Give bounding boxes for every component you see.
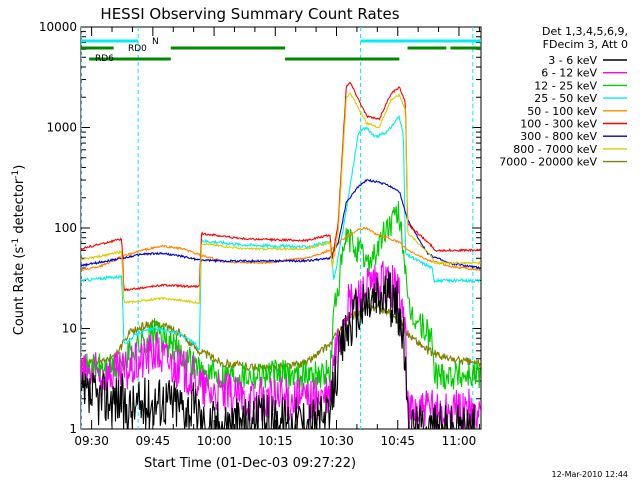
x-tick-label: 10:30 <box>319 434 354 448</box>
legend-label: 800 - 7000 keV <box>513 143 597 156</box>
chart-title: HESSI Observing Summary Count Rates <box>100 5 399 23</box>
status-bar-green_top <box>407 46 447 50</box>
y-tick-label: 1000 <box>46 121 77 135</box>
legend-header: FDecim 3, Att 0 <box>543 38 628 51</box>
n-label: N <box>152 37 159 47</box>
status-bar-green_top <box>81 46 114 50</box>
y-tick-label: 1 <box>69 422 77 436</box>
series-line-4 <box>81 81 481 292</box>
legend-label: 50 - 100 keV <box>527 105 597 118</box>
series-line-20 <box>81 92 481 305</box>
legend-label: 6 - 12 keV <box>541 67 597 80</box>
status-bar-green_top <box>450 46 481 50</box>
x-tick-label: 11:00 <box>442 434 477 448</box>
rd0-label: RD0 <box>128 44 147 54</box>
status-bar-cyan <box>81 39 139 43</box>
plot-frame <box>80 26 482 430</box>
legend-label: 12 - 25 keV <box>534 79 597 92</box>
legend-label: 3 - 6 keV <box>548 54 597 67</box>
series-line-0 <box>81 271 481 429</box>
x-tick-label: 09:30 <box>74 434 109 448</box>
plot-area: 1 10 100 1000 10000 09:30 09:45 10:00 10:15 10:30… <box>39 20 482 448</box>
series-group <box>81 27 481 429</box>
legend-label: 7000 - 20000 keV <box>499 156 597 169</box>
x-tick-label: 10:15 <box>258 434 293 448</box>
series-line-5 <box>81 178 481 270</box>
legend: Det 1,3,4,5,6,9,FDecim 3, Att 0 3 - 6 keV… <box>499 25 628 169</box>
status-bar-cyan <box>360 39 481 43</box>
rd6-label: RD6 <box>95 54 114 64</box>
corner-date: 12-Mar-2010 12:44 <box>552 470 629 479</box>
svg-text:Count Rate (s-1 detector-1): Count Rate (s-1 detector-1) <box>11 165 27 336</box>
legend-label: 25 - 50 keV <box>534 92 597 105</box>
x-tick-label: 09:45 <box>136 434 171 448</box>
legend-header: Det 1,3,4,5,6,9, <box>542 25 628 38</box>
y-tick-label: 10 <box>62 322 77 336</box>
x-axis-label: Start Time (01-Dec-03 09:27:22) <box>144 456 356 471</box>
status-bar-green_top <box>170 46 286 50</box>
status-bar-green_low <box>285 57 400 61</box>
y-tick-label: 100 <box>54 221 77 235</box>
y-axis-label: Count Rate (s-1 detector-1) <box>11 165 27 336</box>
series-line-8 <box>81 302 481 372</box>
legend-label: 100 - 300 keV <box>520 118 597 131</box>
series-line-3 <box>81 114 481 351</box>
legend-label: 300 - 800 keV <box>520 130 597 143</box>
y-tick-label: 10000 <box>39 20 77 34</box>
status-bar-green_low <box>89 57 171 61</box>
x-tick-label: 10:45 <box>380 434 415 448</box>
series-line-1 <box>81 260 481 429</box>
x-tick-label: 10:00 <box>197 434 232 448</box>
